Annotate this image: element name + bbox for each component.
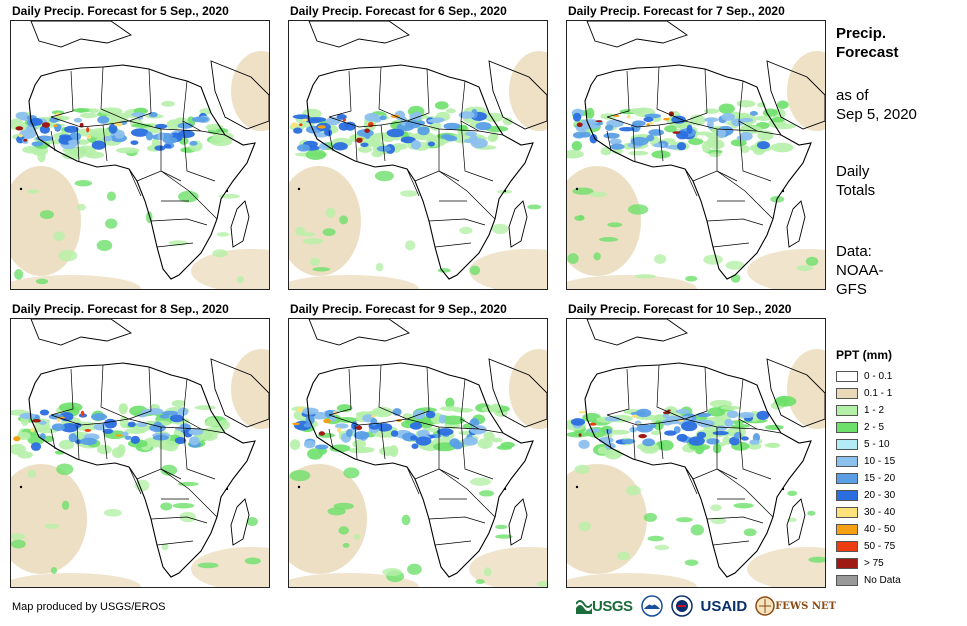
legend: PPT (mm) 0 - 0.1 0.1 - 1 1 - 2 2 - 5 5 - 10 1… (836, 348, 901, 589)
legend-swatch (836, 422, 858, 433)
legend-swatch (836, 371, 858, 382)
legend-item: 10 - 15 (836, 453, 901, 470)
legend-swatch (836, 558, 858, 569)
legend-swatch (836, 473, 858, 484)
legend-label: 0.1 - 1 (864, 388, 893, 399)
legend-item: > 75 (836, 555, 901, 572)
fews-globe-icon (755, 596, 775, 616)
legend-swatch (836, 405, 858, 416)
usaid-logo-text: USAID (700, 597, 748, 615)
legend-item: 15 - 20 (836, 470, 901, 487)
legend-label: 50 - 75 (864, 541, 896, 552)
legend-item: 40 - 50 (836, 521, 901, 538)
side-heading-line2: Forecast (836, 44, 899, 61)
usaid-logo: USAID (701, 598, 748, 615)
noaa-seal-icon (640, 595, 663, 617)
map-panel-4: Daily Precip. Forecast for 8 Sep., 2020 (10, 298, 290, 590)
legend-label: No Data (864, 575, 901, 586)
legend-swatch (836, 541, 858, 552)
side-asof-line2: Sep 5, 2020 (836, 106, 917, 123)
panel-title: Daily Precip. Forecast for 8 Sep., 2020 (12, 302, 229, 316)
side-totals-line2: Totals (836, 182, 876, 199)
panel-title: Daily Precip. Forecast for 10 Sep., 2020 (568, 302, 792, 316)
legend-label: 20 - 30 (864, 490, 896, 501)
side-asof: as of Sep 5, 2020 (836, 86, 917, 124)
map-panel-5: Daily Precip. Forecast for 9 Sep., 2020 (288, 298, 568, 590)
side-source: Data: NOAA- GFS (836, 242, 884, 299)
legend-title: PPT (mm) (836, 348, 893, 362)
panel-title: Daily Precip. Forecast for 9 Sep., 2020 (290, 302, 507, 316)
map-panel-1: Daily Precip. Forecast for 5 Sep., 2020 (10, 0, 290, 292)
side-totals: Daily Totals (836, 162, 875, 200)
legend-swatch (836, 575, 858, 586)
precip-map (10, 20, 270, 290)
legend-swatch (836, 507, 858, 518)
side-source-line2: NOAA- (836, 262, 884, 279)
panel-title: Daily Precip. Forecast for 6 Sep., 2020 (290, 4, 507, 18)
map-panel-6: Daily Precip. Forecast for 10 Sep., 2020 (566, 298, 846, 590)
panel-title: Daily Precip. Forecast for 5 Sep., 2020 (12, 4, 229, 18)
usgs-logo: USGS (576, 598, 633, 615)
legend-label: 1 - 2 (864, 405, 885, 416)
legend-label: 15 - 20 (864, 473, 896, 484)
legend-items: 0 - 0.1 0.1 - 1 1 - 2 2 - 5 5 - 10 10 - 15 15 … (836, 368, 901, 589)
usgs-wave-icon (576, 600, 592, 614)
legend-item: 50 - 75 (836, 538, 901, 555)
legend-item: 1 - 2 (836, 402, 901, 419)
map-panel-3: Daily Precip. Forecast for 7 Sep., 2020 (566, 0, 846, 292)
fews-net-logo-text: FEWS NET (775, 600, 837, 612)
legend-label: 30 - 40 (864, 507, 896, 518)
fews-net-logo: FEWS NET (755, 596, 836, 616)
legend-item: 0.1 - 1 (836, 385, 901, 402)
precip-map (10, 318, 270, 588)
legend-swatch (836, 490, 858, 501)
side-totals-line1: Daily (836, 163, 870, 180)
precip-map (288, 318, 548, 588)
precip-map (566, 318, 826, 588)
legend-item: 2 - 5 (836, 419, 901, 436)
precip-map (566, 20, 826, 290)
legend-swatch (836, 456, 858, 467)
precip-map (288, 20, 548, 290)
side-source-line3: GFS (836, 281, 867, 298)
legend-item: 20 - 30 (836, 487, 901, 504)
noaa-logo (640, 595, 663, 617)
legend-label: > 75 (864, 558, 884, 569)
usaid-seal-icon (670, 595, 693, 617)
legend-label: 10 - 15 (864, 456, 896, 467)
legend-swatch (836, 524, 858, 535)
legend-label: 5 - 10 (864, 439, 890, 450)
side-heading-line1: Precip. (836, 25, 887, 42)
usaid-seal-logo (670, 595, 693, 617)
credit-text: Map produced by USGS/EROS (12, 601, 166, 613)
side-asof-line1: as of (836, 87, 869, 104)
legend-item: 30 - 40 (836, 504, 901, 521)
legend-swatch (836, 388, 858, 399)
side-heading: Precip. Forecast (836, 24, 899, 62)
legend-label: 40 - 50 (864, 524, 896, 535)
usgs-logo-text: USGS (592, 597, 633, 615)
panel-title: Daily Precip. Forecast for 7 Sep., 2020 (568, 4, 785, 18)
side-source-line1: Data: (836, 243, 872, 260)
logo-strip: USGS USAID FEWS NET (576, 594, 844, 618)
legend-label: 0 - 0.1 (864, 371, 893, 382)
legend-item: No Data (836, 572, 901, 589)
legend-swatch (836, 439, 858, 450)
legend-item: 0 - 0.1 (836, 368, 901, 385)
map-panel-2: Daily Precip. Forecast for 6 Sep., 2020 (288, 0, 568, 292)
legend-label: 2 - 5 (864, 422, 885, 433)
legend-item: 5 - 10 (836, 436, 901, 453)
